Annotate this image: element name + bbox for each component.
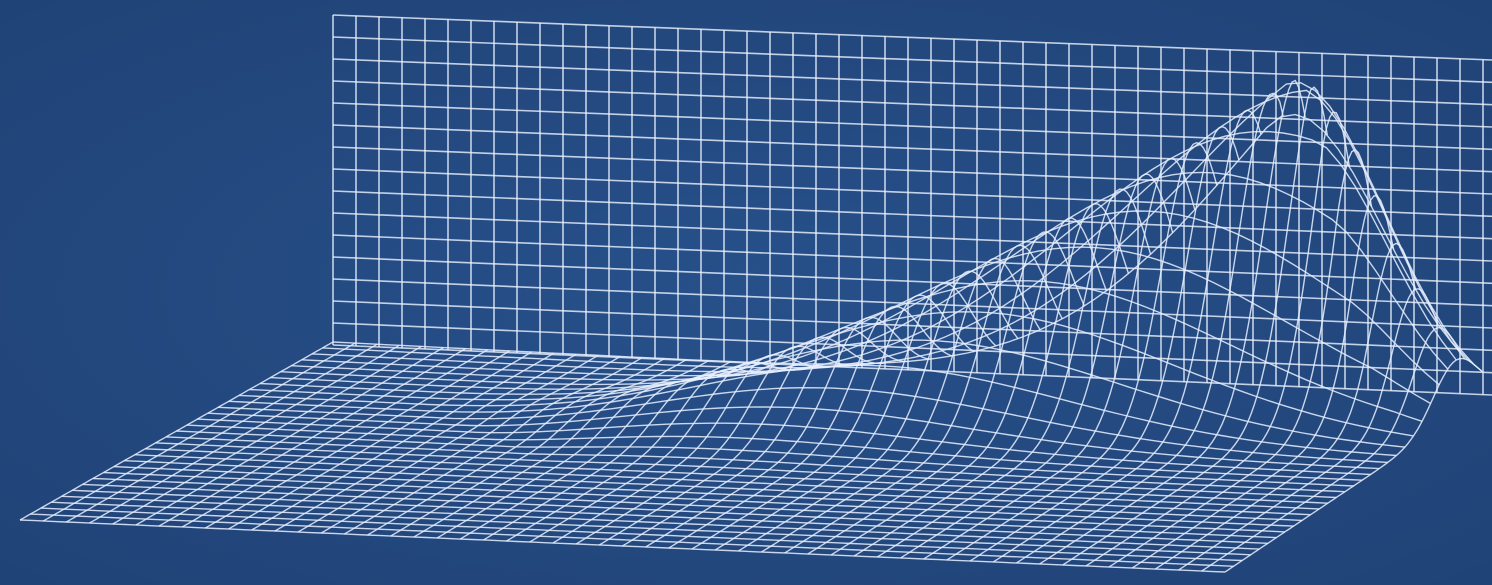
- wall-horizontal-line: [332, 300, 1492, 352]
- mesh-line-v: [61, 495, 1260, 550]
- mesh-line-v: [291, 171, 1449, 381]
- wall-horizontal-line: [332, 278, 1492, 329]
- wall-horizontal-line: [332, 190, 1492, 240]
- mesh-line-v: [19, 519, 1226, 573]
- mesh-line-v: [186, 424, 1363, 481]
- wall-horizontal-line: [332, 58, 1492, 106]
- mesh-line-v: [92, 477, 1286, 533]
- mesh-line-v: [145, 448, 1328, 504]
- surface-mesh: [19, 79, 1483, 573]
- wall-horizontal-line: [332, 322, 1492, 374]
- mesh-line-v: [72, 489, 1268, 544]
- mesh-line-v: [82, 483, 1277, 539]
- mesh-line-v: [207, 406, 1380, 470]
- mesh-line-v: [113, 465, 1303, 522]
- mesh-line-v: [218, 386, 1388, 464]
- mesh-line-v: [259, 280, 1423, 422]
- wall-horizontal-line: [332, 36, 1492, 84]
- mesh-line-v: [155, 442, 1337, 499]
- wall-horizontal-line: [332, 234, 1492, 285]
- mesh-line-v: [270, 246, 1431, 405]
- wall-horizontal-line: [332, 168, 1492, 218]
- mesh-line-v: [30, 513, 1234, 567]
- mesh-line-v: [249, 311, 1414, 437]
- mesh-line-v: [280, 210, 1440, 386]
- back-wall-grid: [332, 14, 1492, 396]
- wall-horizontal-line: [332, 344, 1492, 396]
- wall-horizontal-line: [332, 256, 1492, 307]
- mesh-line-v: [51, 501, 1251, 556]
- mesh-line-v: [166, 436, 1345, 493]
- wall-horizontal-line: [332, 146, 1492, 195]
- wall-horizontal-line: [332, 80, 1492, 128]
- mesh-line-v: [176, 430, 1354, 487]
- mesh-line-v: [197, 418, 1371, 476]
- wall-horizontal-line: [332, 102, 1492, 151]
- wall-horizontal-line: [332, 212, 1492, 262]
- mesh-line-v: [40, 507, 1243, 562]
- mesh-line-v: [103, 471, 1294, 527]
- mesh-line-v: [312, 89, 1466, 373]
- mesh-line-v: [134, 454, 1320, 510]
- wall-horizontal-line: [332, 14, 1492, 61]
- wall-horizontal-line: [332, 124, 1492, 173]
- mesh-line-v: [322, 82, 1474, 369]
- mesh-line-v: [332, 113, 1483, 372]
- mesh-line-v: [124, 460, 1311, 516]
